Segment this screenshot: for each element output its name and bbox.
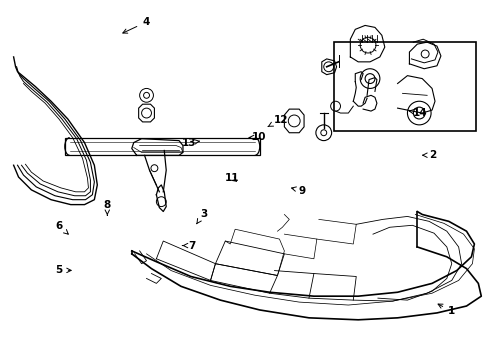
Text: 6: 6 [56,221,68,234]
Text: 3: 3 [196,209,207,224]
Text: 9: 9 [291,186,305,195]
Text: 2: 2 [422,150,435,160]
Text: 5: 5 [56,265,71,275]
Text: 13: 13 [182,138,199,148]
Text: 11: 11 [225,173,239,183]
Text: 12: 12 [267,115,287,127]
Text: 7: 7 [182,240,195,251]
Text: 8: 8 [103,200,111,215]
Text: 14: 14 [408,108,427,118]
Text: 4: 4 [122,17,149,33]
Text: 1: 1 [437,304,454,316]
Text: 10: 10 [248,132,265,143]
